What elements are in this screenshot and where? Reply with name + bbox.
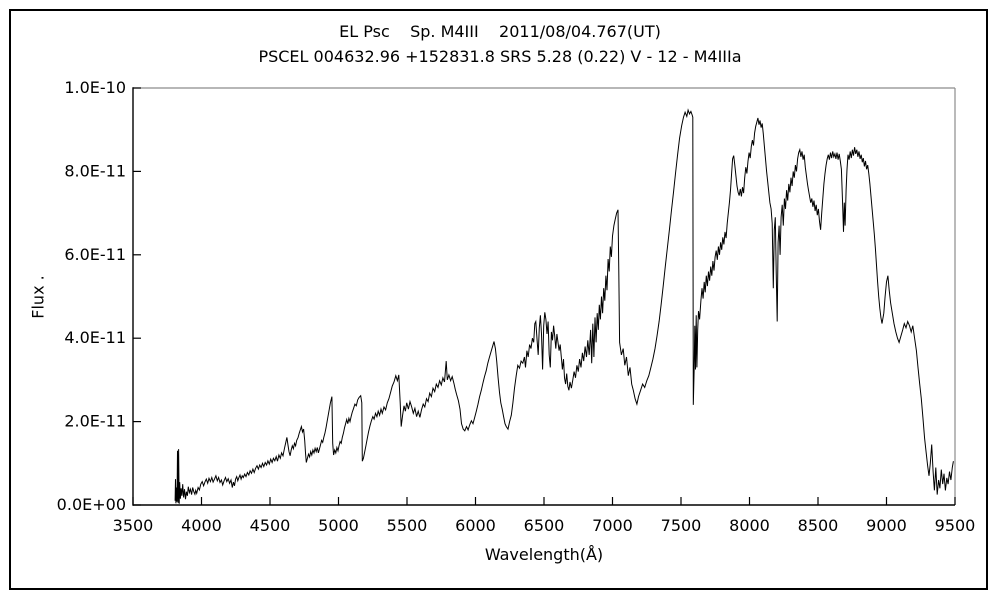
x-tick-label: 3500	[113, 516, 154, 535]
x-tick-label: 7500	[661, 516, 702, 535]
x-tick-label: 4000	[181, 516, 222, 535]
x-tick-label: 8500	[798, 516, 839, 535]
x-axis-label: Wavelength(Å)	[484, 545, 604, 564]
x-tick-label: 6000	[455, 516, 496, 535]
chart-subtitle: PSCEL 004632.96 +152831.8 SRS 5.28 (0.22…	[258, 47, 742, 66]
x-tick-label: 9000	[866, 516, 907, 535]
y-tick-label: 0.0E+00	[57, 495, 126, 514]
chart-outer-border	[9, 9, 988, 590]
y-tick-label: 8.0E-11	[64, 161, 126, 180]
spectrum-line	[174, 108, 954, 504]
x-tick-label: 6500	[524, 516, 565, 535]
x-tick-label: 5000	[318, 516, 359, 535]
x-tick-label: 5500	[387, 516, 428, 535]
x-tick-label: 7000	[592, 516, 633, 535]
x-tick-label: 4500	[250, 516, 291, 535]
y-tick-label: 4.0E-11	[64, 328, 126, 347]
y-tick-label: 1.0E-10	[64, 78, 126, 97]
y-tick-label: 2.0E-11	[64, 412, 126, 431]
x-tick-label: 9500	[935, 516, 976, 535]
x-tick-label: 8000	[729, 516, 770, 535]
y-tick-label: 6.0E-11	[64, 245, 126, 264]
chart-title: EL Psc Sp. M4III 2011/08/04.767(UT)	[339, 22, 661, 41]
